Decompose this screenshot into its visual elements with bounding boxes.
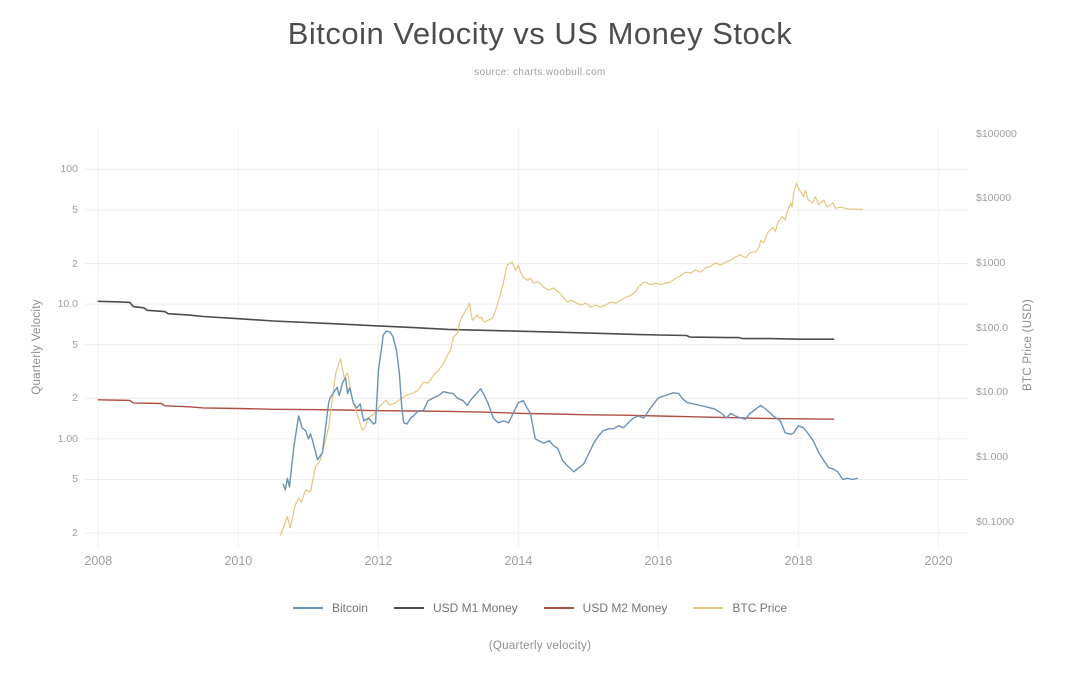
legend-swatch-line [693, 607, 724, 609]
y-left-tick-label: 1.00 [57, 432, 78, 445]
y-right-tick-label: $1.000 [976, 451, 1009, 463]
x-tick-label: 2018 [784, 554, 813, 568]
series-line-bitcoin [282, 330, 859, 491]
legend-swatch-line [292, 607, 323, 609]
y-left-tick-label: 2 [72, 527, 78, 540]
legend-item-usd-m1-money[interactable]: USD M1 Money [393, 601, 518, 615]
y-left-tick-label: 5 [72, 473, 78, 486]
y-right-tick-label: $1000 [976, 256, 1006, 269]
chart-title: Bitcoin Velocity vs US Money Stock [287, 16, 793, 51]
legend-swatch-line [543, 607, 574, 609]
x-tick-label: 2016 [644, 554, 673, 568]
x-tick-label: 2010 [224, 554, 253, 568]
series-line-usd-m2-money [97, 399, 835, 420]
legend-label: USD M2 Money [582, 601, 668, 615]
series-line-btc-price [279, 182, 863, 536]
x-tick-label: 2014 [504, 554, 533, 568]
y-left-tick-label: 5 [72, 338, 78, 351]
legend-item-btc-price[interactable]: BTC Price [693, 601, 787, 615]
chart-source-note: source: charts.woobull.com [474, 67, 606, 78]
legend-label: USD M1 Money [432, 601, 518, 615]
x-tick-label: 2020 [924, 554, 953, 568]
gridlines [85, 128, 968, 548]
legend: Bitcoin USD M1 Money USD M2 Money BTC Price [0, 601, 1080, 615]
y-right-tick-label: $100000 [976, 127, 1017, 140]
y-right-tick-label: $10.00 [976, 386, 1009, 399]
legend-label: BTC Price [732, 601, 788, 615]
y-left-tick-label: 5 [72, 203, 78, 216]
series-line-usd-m1-money [97, 300, 835, 341]
y-axis-title-right: BTC Price (USD) [1022, 298, 1034, 392]
x-tick-label: 2012 [364, 554, 393, 568]
y-right-tick-label: $0.1000 [976, 515, 1014, 528]
chart-caption: (Quarterly velocity) [488, 640, 592, 652]
legend-item-bitcoin[interactable]: Bitcoin [292, 601, 368, 615]
y-left-tick-label: 10.0 [57, 298, 78, 311]
y-right-tick-label: $10000 [976, 192, 1012, 205]
y-right-tick-label: $100.0 [976, 321, 1009, 334]
legend-item-usd-m2-money[interactable]: USD M2 Money [543, 601, 668, 615]
y-left-tick-label: 100 [60, 163, 78, 176]
legend-swatch-line [393, 607, 424, 609]
x-tick-label: 2008 [84, 554, 113, 568]
y-left-tick-label: 2 [72, 392, 78, 405]
y-left-tick-label: 2 [72, 257, 78, 270]
y-axis-title-left: Quarterly Velocity [31, 299, 43, 395]
series-lines [97, 182, 863, 536]
legend-label: Bitcoin [331, 601, 368, 615]
